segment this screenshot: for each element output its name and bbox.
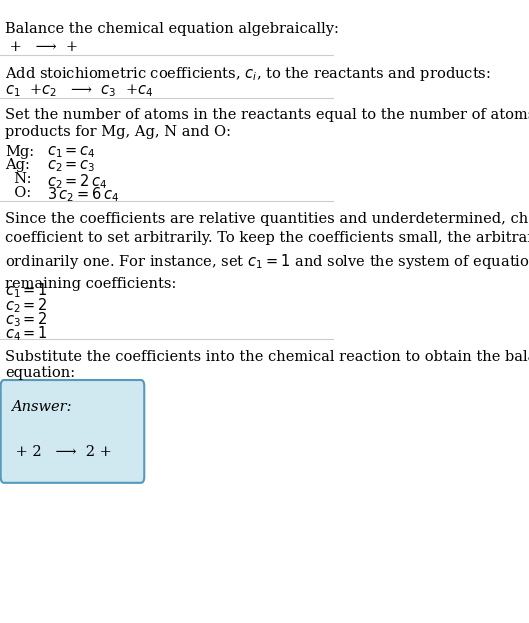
Text: + 2   ⟶  2 +: + 2 ⟶ 2 + xyxy=(11,445,117,459)
Text: Ag:: Ag: xyxy=(5,158,30,172)
Text: Substitute the coefficients into the chemical reaction to obtain the balanced
eq: Substitute the coefficients into the che… xyxy=(5,350,529,380)
Text: $c_3 = 2$: $c_3 = 2$ xyxy=(5,310,48,329)
Text: $c_4 = 1$: $c_4 = 1$ xyxy=(5,325,48,343)
Text: $3\,c_2 = 6\,c_4$: $3\,c_2 = 6\,c_4$ xyxy=(47,186,119,204)
Text: $c_2 = 2$: $c_2 = 2$ xyxy=(5,296,48,315)
Text: Add stoichiometric coefficients, $c_i$, to the reactants and products:: Add stoichiometric coefficients, $c_i$, … xyxy=(5,65,491,83)
FancyBboxPatch shape xyxy=(1,380,144,483)
Text: Answer:: Answer: xyxy=(11,400,72,414)
Text: N:: N: xyxy=(5,172,32,186)
Text: Set the number of atoms in the reactants equal to the number of atoms in the
pro: Set the number of atoms in the reactants… xyxy=(5,108,529,138)
Text: $c_2 = 2\,c_4$: $c_2 = 2\,c_4$ xyxy=(47,172,107,191)
Text: $c_2 = c_3$: $c_2 = c_3$ xyxy=(47,158,95,174)
Text: O:: O: xyxy=(5,186,31,199)
Text: $c_1 = 1$: $c_1 = 1$ xyxy=(5,282,48,300)
Text: +   ⟶  +: + ⟶ + xyxy=(5,40,83,54)
Text: $c_1 = c_4$: $c_1 = c_4$ xyxy=(47,145,96,160)
Text: $c_1$  +$c_2$   ⟶  $c_3$  +$c_4$: $c_1$ +$c_2$ ⟶ $c_3$ +$c_4$ xyxy=(5,82,153,99)
Text: Since the coefficients are relative quantities and underdetermined, choose a
coe: Since the coefficients are relative quan… xyxy=(5,212,529,291)
Text: Mg:: Mg: xyxy=(5,145,34,158)
Text: Balance the chemical equation algebraically:: Balance the chemical equation algebraica… xyxy=(5,22,339,36)
